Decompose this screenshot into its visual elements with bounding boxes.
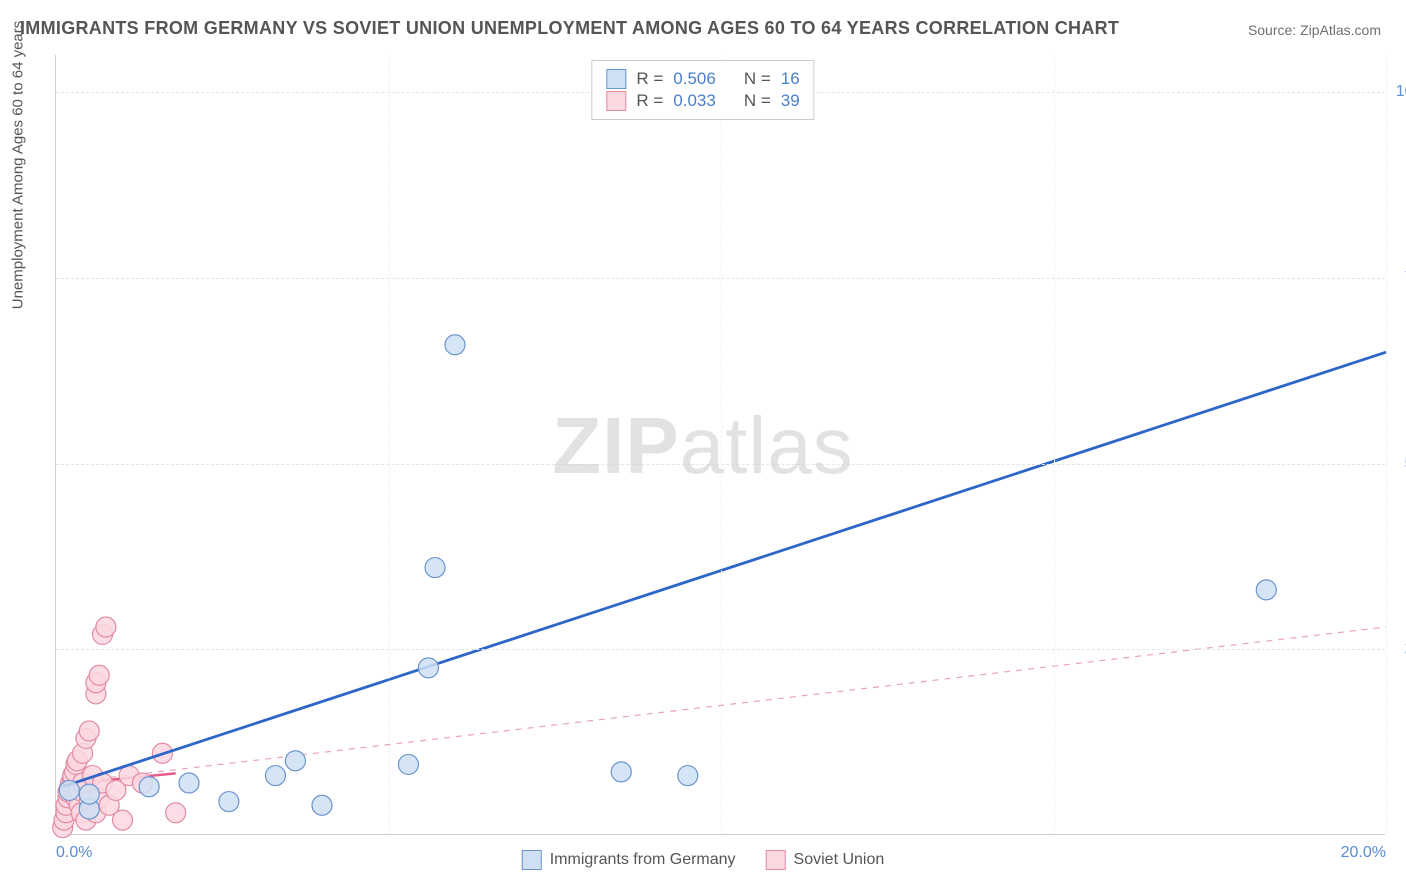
scatter-point: [678, 766, 698, 786]
legend-R-label: R =: [636, 91, 663, 111]
legend-N-label: N =: [744, 69, 771, 89]
scatter-point: [265, 766, 285, 786]
legend-bottom: Immigrants from Germany Soviet Union: [522, 850, 885, 870]
source-label: Source: ZipAtlas.com: [1248, 22, 1381, 38]
legend-R-label: R =: [636, 69, 663, 89]
legend-R-value: 0.506: [673, 69, 716, 89]
legend-N-value: 16: [781, 69, 800, 89]
scatter-point: [139, 777, 159, 797]
scatter-point: [611, 762, 631, 782]
scatter-point: [1256, 580, 1276, 600]
trend-line: [63, 352, 1386, 787]
legend-N-label: N =: [744, 91, 771, 111]
scatter-point: [59, 780, 79, 800]
scatter-point: [445, 335, 465, 355]
scatter-point: [285, 751, 305, 771]
plot-area: 25.0%50.0%75.0%100.0%0.0%20.0%: [55, 55, 1385, 835]
scatter-point: [312, 795, 332, 815]
x-gridline: [1054, 54, 1055, 834]
legend-top-row: R = 0.033 N = 39: [606, 91, 799, 111]
x-tick-label: 20.0%: [1341, 844, 1386, 862]
legend-top: R = 0.506 N = 16 R = 0.033 N = 39: [591, 60, 814, 120]
chart-title: IMMIGRANTS FROM GERMANY VS SOVIET UNION …: [20, 18, 1119, 39]
chart-container: IMMIGRANTS FROM GERMANY VS SOVIET UNION …: [0, 0, 1406, 892]
legend-bottom-label: Soviet Union: [794, 851, 885, 869]
scatter-point: [179, 773, 199, 793]
scatter-point: [113, 810, 133, 830]
legend-R-value: 0.033: [673, 91, 716, 111]
scatter-point: [418, 658, 438, 678]
scatter-point: [219, 792, 239, 812]
scatter-point: [89, 665, 109, 685]
y-tick-label: 100.0%: [1396, 83, 1406, 101]
legend-bottom-item: Soviet Union: [766, 850, 885, 870]
legend-swatch: [606, 69, 626, 89]
legend-bottom-label: Immigrants from Germany: [550, 851, 736, 869]
x-gridline: [1386, 54, 1387, 834]
y-axis-label: Unemployment Among Ages 60 to 64 years: [10, 21, 27, 310]
scatter-point: [79, 721, 99, 741]
trend-line: [63, 627, 1386, 783]
legend-swatch: [522, 850, 542, 870]
x-gridline: [721, 54, 722, 834]
x-gridline: [389, 54, 390, 834]
scatter-point: [398, 754, 418, 774]
scatter-point: [96, 617, 116, 637]
legend-bottom-item: Immigrants from Germany: [522, 850, 736, 870]
legend-N-value: 39: [781, 91, 800, 111]
legend-swatch: [606, 91, 626, 111]
legend-top-row: R = 0.506 N = 16: [606, 69, 799, 89]
scatter-point: [79, 784, 99, 804]
scatter-point: [425, 558, 445, 578]
scatter-point: [166, 803, 186, 823]
legend-swatch: [766, 850, 786, 870]
x-tick-label: 0.0%: [56, 844, 92, 862]
